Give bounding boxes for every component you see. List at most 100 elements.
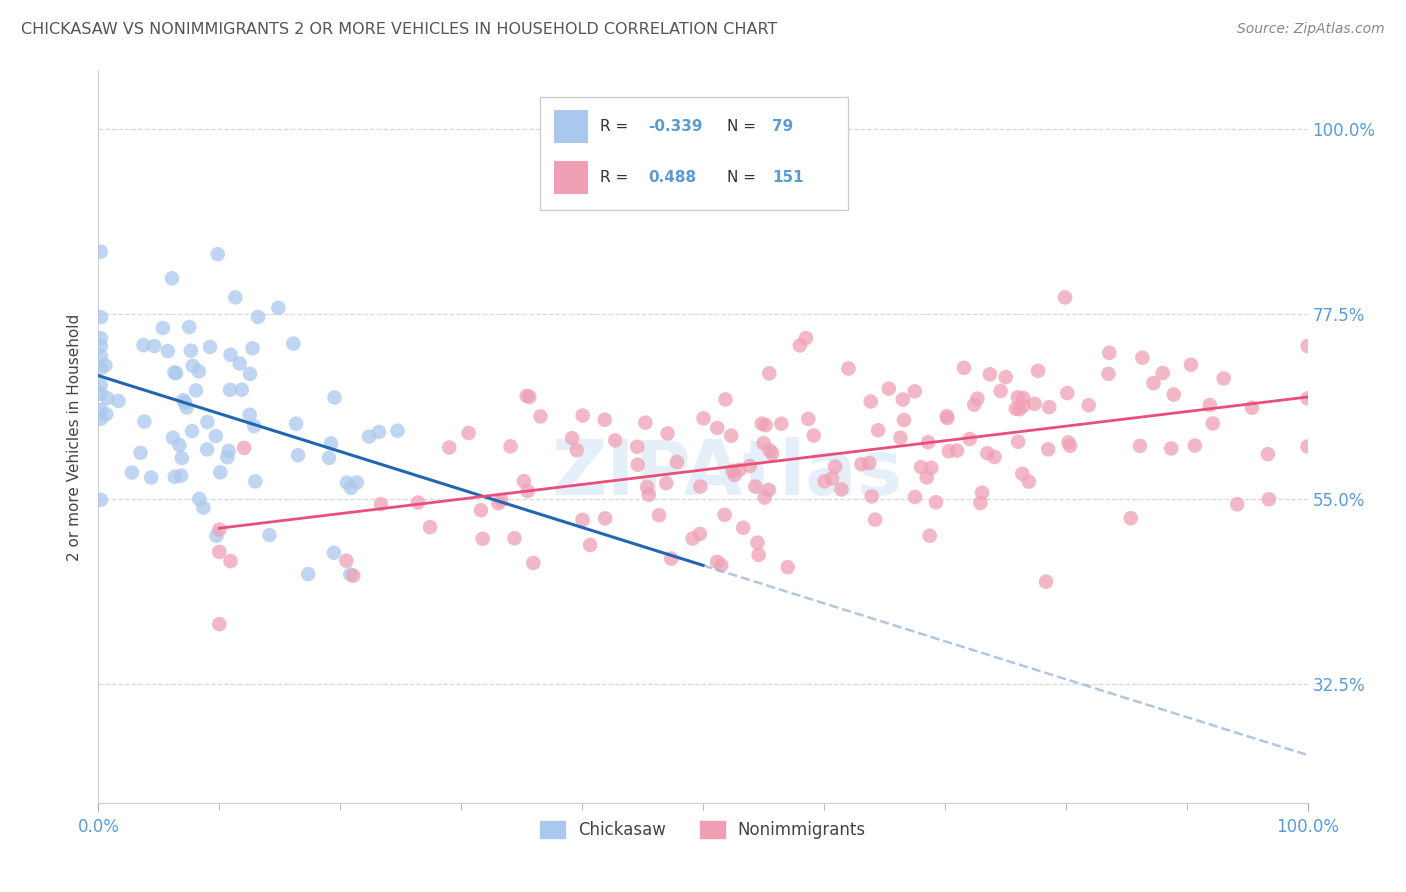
Text: -0.339: -0.339: [648, 119, 703, 134]
Point: [935, 409, 957, 424]
Point: [837, 361, 859, 376]
Point: [565, 443, 588, 458]
Point: [1004, 401, 1026, 416]
Point: [946, 443, 969, 458]
Point: [163, 470, 186, 484]
Point: [1152, 366, 1174, 380]
Point: [1018, 475, 1040, 489]
Point: [346, 475, 368, 490]
Point: [94, 359, 117, 373]
Point: [287, 448, 309, 462]
Point: [245, 475, 267, 489]
Point: [689, 479, 711, 493]
Point: [891, 392, 914, 407]
Point: [776, 560, 799, 574]
Point: [340, 481, 363, 495]
Point: [513, 474, 536, 488]
Point: [90, 361, 112, 376]
Point: [665, 455, 688, 469]
Point: [188, 491, 211, 506]
Point: [242, 341, 264, 355]
Point: [152, 321, 174, 335]
Point: [359, 429, 381, 443]
Point: [682, 532, 704, 546]
Point: [197, 415, 219, 429]
Point: [205, 429, 228, 443]
Point: [457, 425, 479, 440]
Point: [627, 458, 650, 472]
Point: [794, 331, 817, 345]
Point: [239, 367, 262, 381]
Point: [516, 483, 538, 498]
Point: [821, 472, 844, 486]
Point: [752, 436, 775, 450]
Point: [963, 398, 986, 412]
Point: [1129, 439, 1152, 453]
Point: [285, 417, 308, 431]
Point: [990, 384, 1012, 398]
Point: [904, 384, 927, 399]
Point: [959, 432, 981, 446]
Point: [339, 567, 361, 582]
Point: [90, 331, 112, 345]
Point: [1184, 438, 1206, 452]
Point: [1296, 440, 1319, 454]
Point: [297, 567, 319, 582]
Point: [179, 320, 201, 334]
Point: [893, 413, 915, 427]
Point: [994, 370, 1017, 384]
Point: [859, 394, 882, 409]
Point: [1008, 402, 1031, 417]
Point: [90, 387, 112, 401]
Point: [141, 470, 163, 484]
Point: [1059, 439, 1081, 453]
Point: [738, 458, 761, 473]
Point: [219, 348, 242, 362]
Point: [181, 424, 204, 438]
Point: [205, 529, 228, 543]
Point: [758, 443, 780, 458]
Point: [499, 439, 522, 453]
Point: [267, 301, 290, 315]
Point: [692, 411, 714, 425]
Point: [323, 546, 346, 560]
Point: [733, 521, 755, 535]
Point: [318, 450, 340, 465]
Point: [1198, 398, 1220, 412]
Point: [208, 523, 231, 537]
Point: [976, 446, 998, 460]
Point: [1130, 351, 1153, 365]
Point: [706, 555, 728, 569]
Legend: Chickasaw, Nonimmigrants: Chickasaw, Nonimmigrants: [533, 814, 873, 846]
Point: [143, 339, 166, 353]
Point: [915, 470, 938, 484]
Point: [770, 417, 793, 431]
Point: [121, 466, 143, 480]
Point: [233, 441, 256, 455]
Text: N =: N =: [727, 169, 761, 185]
Point: [170, 468, 193, 483]
Point: [96, 392, 118, 406]
Point: [755, 418, 778, 433]
Point: [180, 343, 202, 358]
Point: [107, 394, 129, 409]
Point: [181, 359, 204, 373]
Point: [1026, 364, 1049, 378]
Point: [207, 247, 229, 261]
Point: [983, 450, 1005, 464]
Point: [1296, 392, 1319, 406]
Point: [231, 383, 253, 397]
Point: [319, 436, 342, 450]
Point: [917, 435, 939, 450]
Bar: [554, 110, 588, 143]
Point: [90, 378, 112, 392]
Point: [970, 485, 993, 500]
Point: [1226, 497, 1249, 511]
Point: [1296, 339, 1319, 353]
Point: [224, 290, 246, 304]
Point: [187, 364, 209, 378]
Point: [163, 366, 186, 380]
Point: [918, 529, 941, 543]
Point: [720, 428, 742, 442]
Point: [863, 513, 886, 527]
